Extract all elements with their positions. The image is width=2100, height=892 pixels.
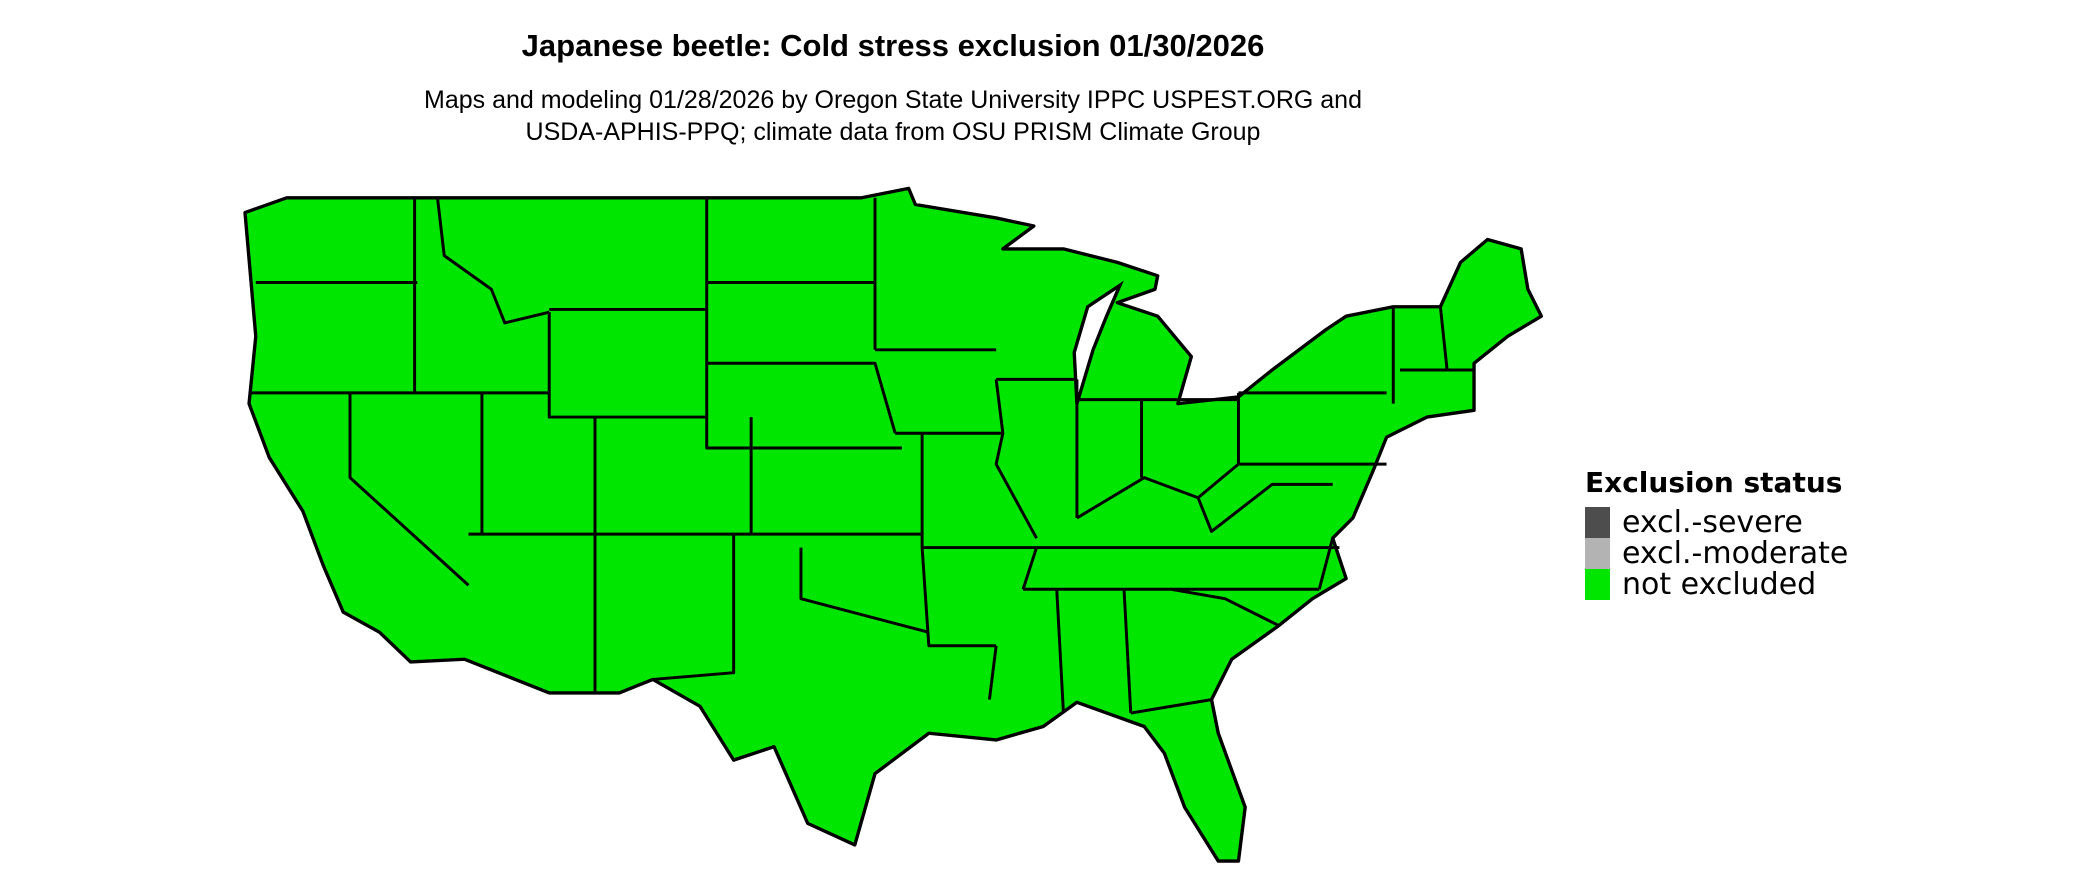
legend-item-not-excluded: not excluded: [1585, 569, 1848, 600]
lake-michigan: [1072, 280, 1124, 405]
legend-label: not excluded: [1622, 567, 1817, 602]
subtitle-line-1: Maps and modeling 01/28/2026 by Oregon S…: [424, 86, 1362, 114]
legend-item-severe: excl.-severe: [1585, 507, 1848, 538]
legend-label: excl.-moderate: [1622, 536, 1849, 571]
legend-swatch: [1585, 569, 1610, 600]
legend: Exclusion status excl.-severe excl.-mode…: [1585, 466, 1848, 600]
legend-swatch: [1585, 507, 1610, 538]
state-borders: [249, 197, 1475, 715]
legend-swatch: [1585, 538, 1610, 569]
legend-item-moderate: excl.-moderate: [1585, 538, 1848, 569]
subtitle-line-2: USDA-APHIS-PPQ; climate data from OSU PR…: [525, 118, 1261, 146]
us-outline: [243, 186, 1544, 863]
legend-title: Exclusion status: [1585, 466, 1843, 499]
map-title: Japanese beetle: Cold stress exclusion 0…: [521, 28, 1265, 63]
legend-label: excl.-severe: [1622, 505, 1803, 540]
